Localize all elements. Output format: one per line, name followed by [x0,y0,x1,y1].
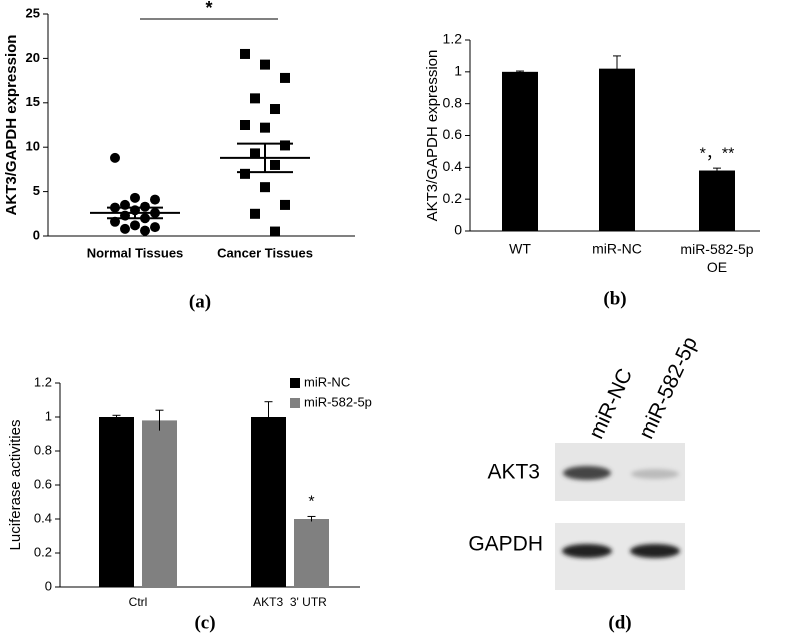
bar [99,417,134,587]
y-tick-label: 0.8 [34,442,52,457]
data-point [240,48,250,59]
bar [251,417,286,587]
x-tick-label: miR-582-5p OE [680,241,753,275]
y-tick-label: 0 [454,222,462,238]
bar [294,519,329,587]
lane-label: miR-582-5p [635,333,702,442]
y-tick-label: 1.2 [443,31,463,47]
data-point [260,182,270,193]
y-tick-label: 15 [26,94,40,109]
bar [142,420,177,587]
y-tick-label: 1.2 [34,374,52,389]
bar [502,71,538,231]
y-tick-label: 1 [45,408,52,423]
data-point [110,216,120,227]
legend-label: miR-NC [304,374,350,389]
y-tick-label: 0.8 [443,94,463,110]
data-point [250,208,260,219]
x-tick-label: Cancer Tissues [217,245,313,260]
bar-annotation: * [308,494,314,511]
data-point [260,122,270,133]
data-point [120,223,130,234]
gel-band [563,466,611,480]
y-tick-label: 0 [33,227,40,242]
data-point [250,148,260,159]
data-point [110,152,120,163]
y-axis-label: AKT3/GAPDH expression [424,50,441,222]
x-tick-label: miR-NC [592,241,642,257]
x-tick-label: WT [509,241,531,257]
gel-band [630,544,680,558]
y-tick-label: 25 [26,5,40,20]
y-axis-label: AKT3/GAPDH expression [3,35,20,216]
y-tick-label: 10 [26,139,40,154]
data-point [130,220,140,231]
y-tick-label: 1 [454,63,462,79]
y-tick-label: 0.4 [34,510,52,525]
bar [699,170,735,231]
data-point [270,226,280,237]
y-tick-label: 0.6 [34,476,52,491]
y-tick-label: 0.2 [34,544,52,559]
x-tick-label: Ctrl [129,595,148,609]
data-point [280,72,290,83]
legend-swatch [290,398,300,408]
y-tick-label: 0.6 [443,126,463,142]
data-point [270,159,280,170]
panel-label: (d) [608,612,631,633]
data-point [260,59,270,70]
data-point [150,222,160,233]
legend-label: miR-582-5p [304,394,372,409]
lane-label: miR-NC [585,365,637,442]
data-point [140,225,150,236]
row-label: GAPDH [468,533,543,556]
data-point [280,199,290,210]
y-tick-label: 0 [45,578,52,593]
data-point [270,104,280,115]
y-axis-label: Luciferase activities [7,420,24,551]
gel-band [631,469,679,479]
data-point [240,168,250,179]
data-point [130,192,140,203]
data-point [250,93,260,104]
data-point [280,140,290,151]
significance-label: * [205,0,212,18]
y-tick-label: 0.2 [443,190,463,206]
bar [599,68,635,232]
data-point [240,120,250,130]
legend-swatch [290,378,300,388]
x-tick-label: AKT3 3' UTR [253,595,327,609]
row-label: AKT3 [487,461,540,484]
y-tick-label: 20 [26,50,40,65]
y-tick-label: 0.4 [443,158,463,174]
y-tick-label: 5 [33,183,40,198]
bar-annotation: *，** [700,145,735,162]
gel-band [562,544,612,558]
panel-label: (c) [194,612,215,633]
data-point [150,194,160,205]
panel-label: (a) [189,291,211,312]
panel-label: (b) [603,288,626,309]
x-tick-label: Normal Tissues [87,245,184,260]
